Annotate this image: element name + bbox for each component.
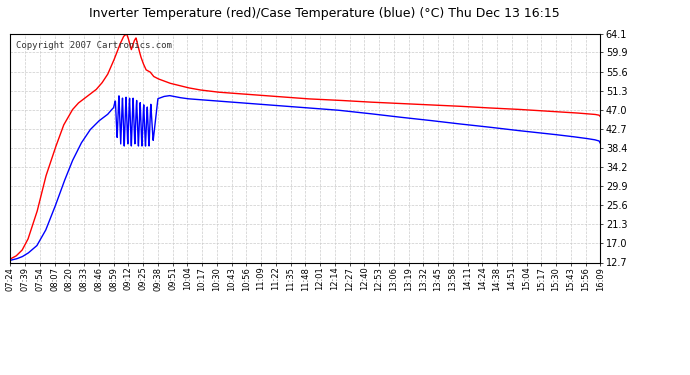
Text: Copyright 2007 Cartronics.com: Copyright 2007 Cartronics.com (17, 40, 172, 50)
Text: Inverter Temperature (red)/Case Temperature (blue) (°C) Thu Dec 13 16:15: Inverter Temperature (red)/Case Temperat… (89, 8, 560, 21)
